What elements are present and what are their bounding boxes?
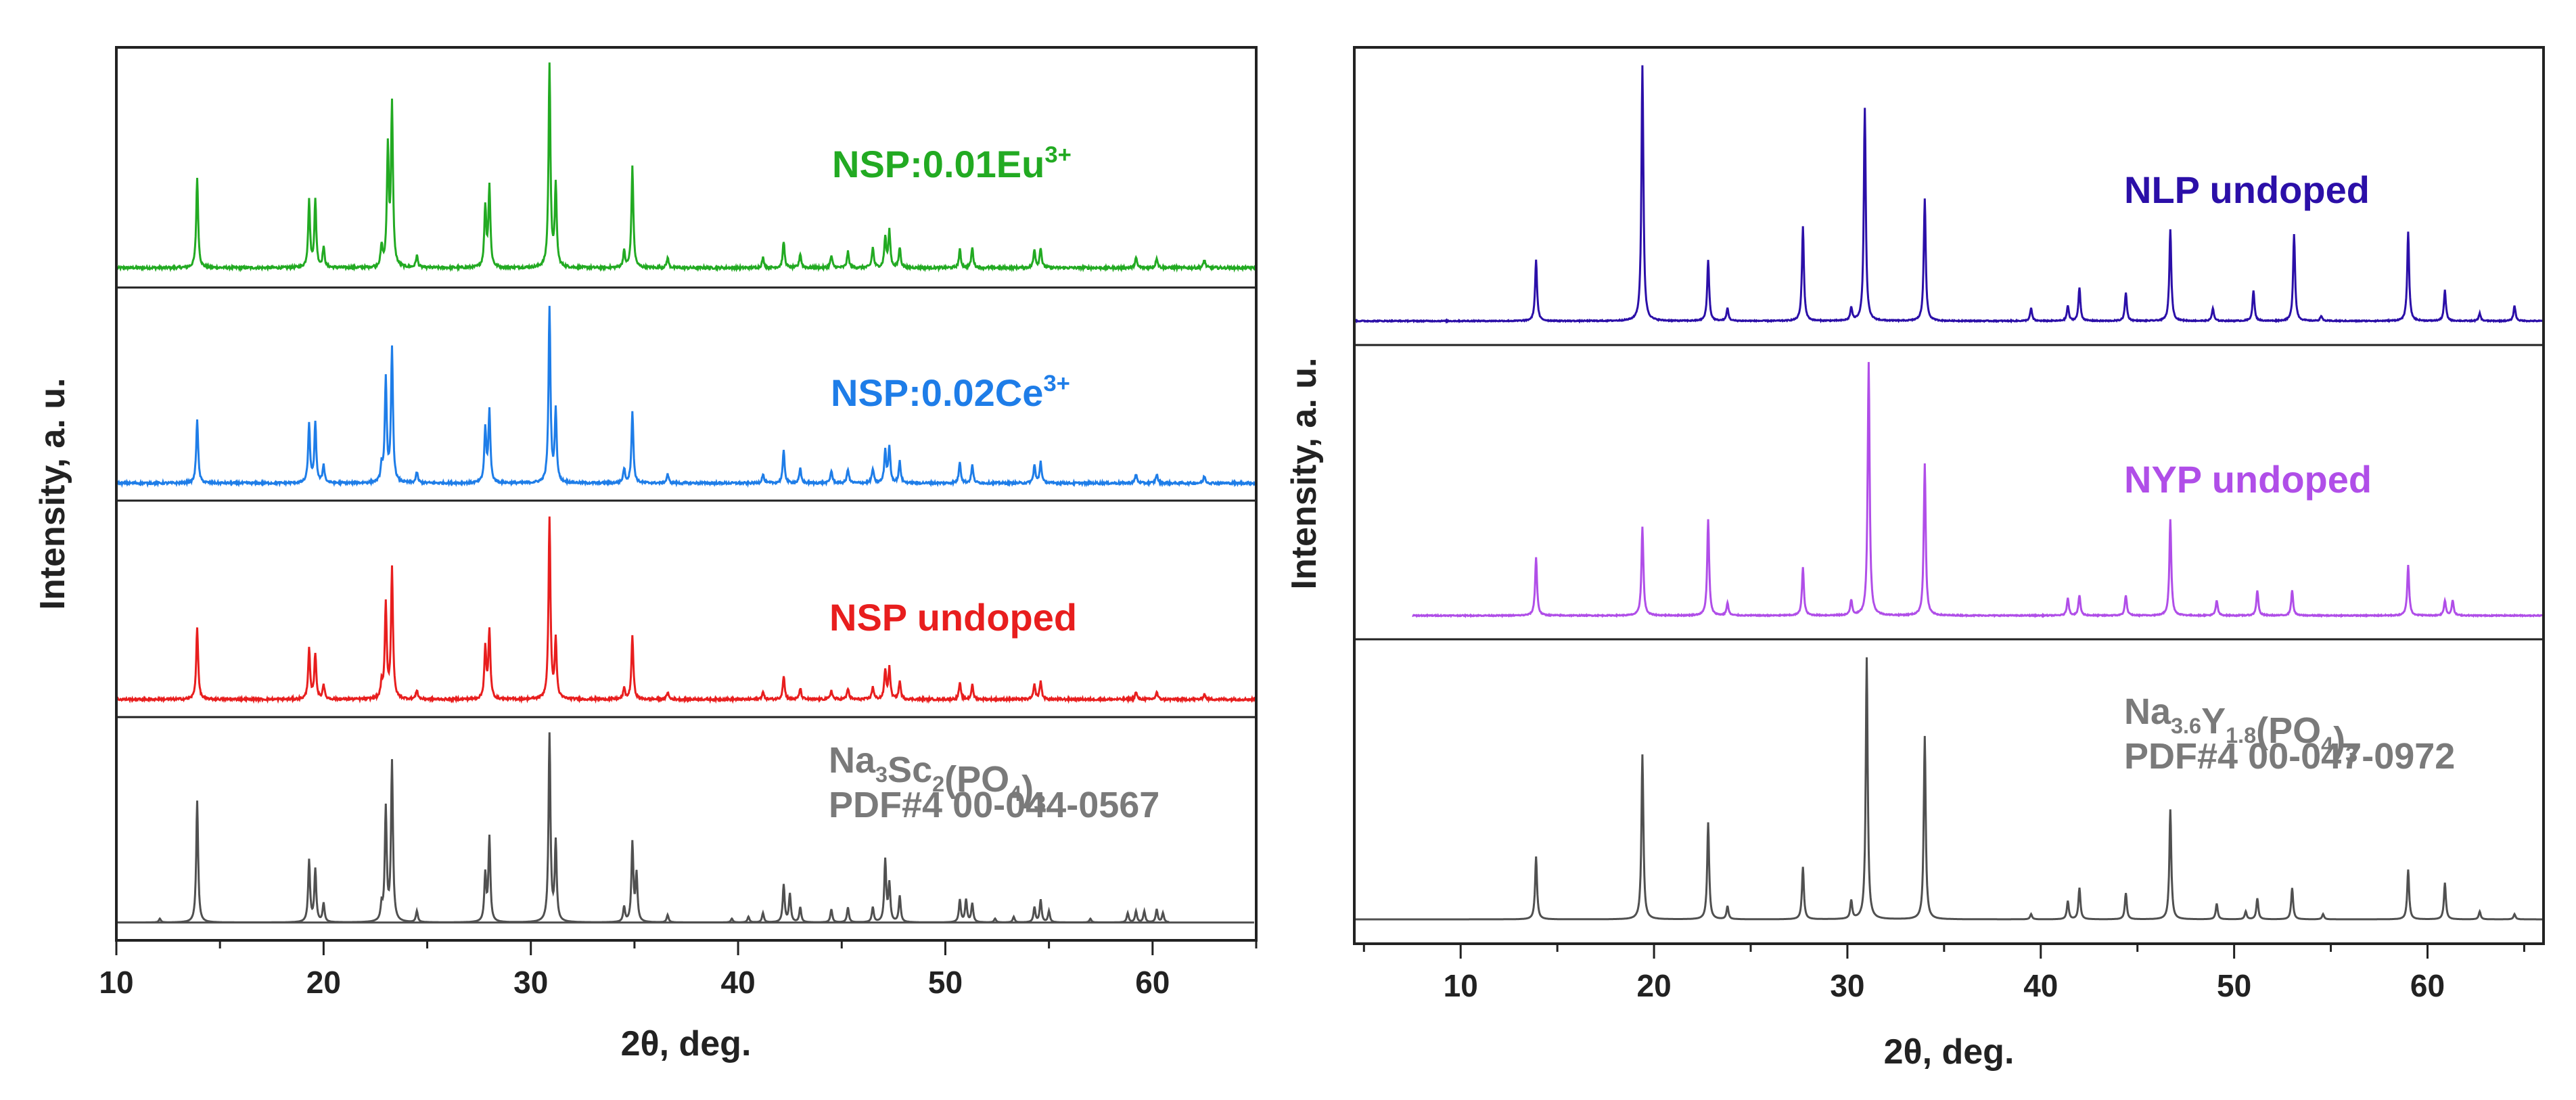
reference-formula-label: Na3Sc2(PO4)3 [829, 740, 1046, 815]
reference-pdf-label: PDF#4 00-044-0567 [829, 785, 1159, 825]
xrd-trace-left-1 [116, 306, 1256, 488]
xrd-trace-right-1 [1412, 362, 2543, 618]
x-tick-label: 20 [1636, 968, 1671, 1003]
series-label: NYP undoped [2124, 458, 2372, 501]
x-tick-label: 50 [928, 965, 963, 1000]
right-plot-frame [1353, 46, 2545, 945]
left-panel: NSP:0.01Eu3+ NSP:0.02Ce3+ NSP undoped Na3Sc… [33, 46, 1258, 1063]
left-plot-frame [115, 46, 1258, 942]
x-tick-label: 60 [2410, 968, 2445, 1003]
series-label: NSP:0.01Eu3+ [832, 142, 1072, 185]
xrd-trace-left-2 [116, 516, 1256, 704]
x-tick-label: 40 [2023, 968, 2058, 1003]
xrd-trace-left-0 [116, 62, 1256, 273]
x-tick-label: 60 [1135, 965, 1170, 1000]
reference-formula-label: Na3.6Y1.8(PO4)3 [2124, 691, 2358, 766]
series-label: NSP:0.02Ce3+ [831, 371, 1070, 414]
right-panel: NLP undoped NYP undoped Na3.6Y1.8(PO4)3PDF… [1285, 46, 2545, 1072]
series-label: NSP undoped [829, 596, 1077, 639]
x-tick-label: 30 [513, 965, 548, 1000]
left-x-axis-title: 2θ, deg. [621, 1024, 752, 1063]
left-y-axis-title: Intensity, a. u. [33, 378, 72, 610]
x-tick-label: 10 [1444, 968, 1478, 1003]
xrd-trace-right-0 [1354, 65, 2544, 324]
series-label: NLP undoped [2124, 168, 2370, 211]
right-y-axis-title: Intensity, a. u. [1285, 358, 1324, 590]
x-tick-label: 20 [306, 965, 341, 1000]
xrd-trace-right-2 [1355, 657, 2543, 921]
reference-pdf-label: PDF#4 00-047-0972 [2124, 736, 2455, 777]
xrd-trace-left-3 [117, 732, 1170, 923]
x-tick-label: 40 [721, 965, 756, 1000]
x-tick-label: 10 [99, 965, 133, 1000]
right-x-axis-title: 2θ, deg. [1884, 1032, 2015, 1072]
x-tick-label: 30 [1830, 968, 1864, 1003]
x-tick-label: 50 [2217, 968, 2251, 1003]
